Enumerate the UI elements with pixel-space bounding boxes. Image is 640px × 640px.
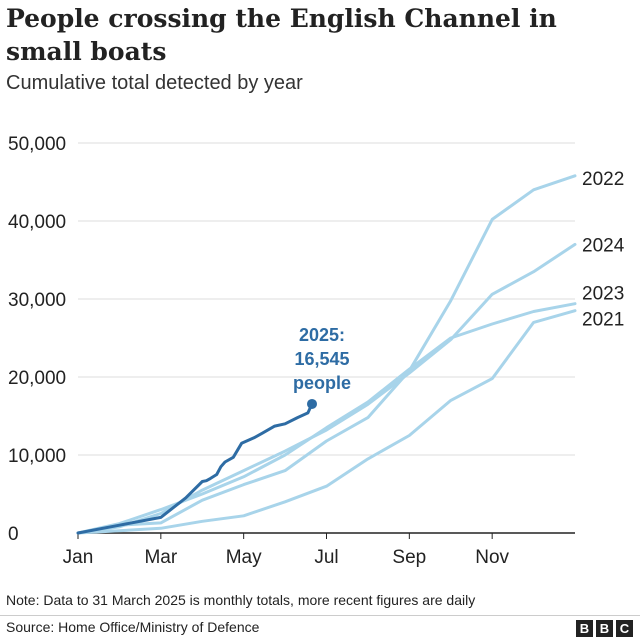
footer-divider <box>0 615 640 616</box>
series-line-2021 <box>76 309 577 535</box>
x-tick-label: Jul <box>314 547 338 568</box>
series-line-2024 <box>76 242 577 535</box>
chart-note: Note: Data to 31 March 2025 is monthly t… <box>6 592 476 608</box>
x-tick-label: Jan <box>63 547 94 568</box>
y-tick-label: 20,000 <box>8 368 66 389</box>
series-label-2022: 2022 <box>582 169 624 190</box>
series-line-2025 <box>76 402 314 535</box>
y-axis-tick-labels: 0 10,000 20,000 30,000 40,000 50,000 <box>8 134 66 545</box>
series-line-2022 <box>76 174 577 535</box>
chart-subtitle: Cumulative total detected by year <box>6 72 303 94</box>
series-lines <box>76 174 577 535</box>
x-tick-label: Sep <box>392 547 426 568</box>
series-label-2021: 2021 <box>582 310 624 331</box>
y-tick-label: 10,000 <box>8 446 66 467</box>
series-line-2023 <box>76 302 577 535</box>
series-endpoint-2025 <box>307 398 318 409</box>
annotation-line: people <box>293 373 351 393</box>
annotation-line: 2025: <box>299 325 345 345</box>
chart-source: Source: Home Office/Ministry of Defence <box>6 619 260 635</box>
bbc-logo-letter: B <box>576 620 593 637</box>
series-label-2023: 2023 <box>582 284 624 305</box>
y-tick-label: 50,000 <box>8 134 66 155</box>
bbc-logo: B B C <box>576 620 633 637</box>
line-chart: 0 10,000 20,000 30,000 40,000 50,000 Jan Mar Ma… <box>8 134 625 568</box>
y-tick-label: 0 <box>8 524 19 545</box>
y-tick-label: 40,000 <box>8 212 66 233</box>
series-labels: 2021 2022 2023 2024 <box>582 169 625 331</box>
bbc-logo-letter: C <box>616 620 633 637</box>
series-label-2024: 2024 <box>582 235 625 256</box>
x-tick-label: Mar <box>144 547 177 568</box>
x-axis-tick-labels: Jan Mar May Jul Sep Nov <box>63 533 510 568</box>
annotations: 2025: 16,545 people <box>293 325 351 409</box>
annotation-line: 16,545 <box>294 349 349 369</box>
x-tick-label: May <box>226 547 262 568</box>
x-tick-label: Nov <box>475 547 509 568</box>
bbc-logo-letter: B <box>596 620 613 637</box>
chart-title: People crossing the English Channel in s… <box>6 4 557 66</box>
y-tick-label: 30,000 <box>8 290 66 311</box>
